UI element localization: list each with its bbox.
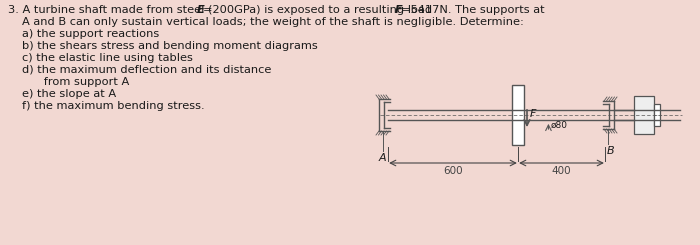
- Bar: [654, 104, 660, 126]
- Text: 600: 600: [443, 166, 463, 176]
- Text: 3. A turbine shaft made from steel (: 3. A turbine shaft made from steel (: [8, 5, 213, 15]
- Text: E: E: [197, 5, 204, 15]
- Text: A: A: [378, 153, 386, 163]
- Bar: [634, 96, 654, 134]
- Text: f) the maximum bending stress.: f) the maximum bending stress.: [22, 101, 204, 111]
- Text: F: F: [530, 109, 536, 119]
- Text: F: F: [395, 5, 402, 15]
- Text: b) the shears stress and bending moment diagrams: b) the shears stress and bending moment …: [22, 41, 318, 51]
- Text: c) the elastic line using tables: c) the elastic line using tables: [22, 53, 193, 63]
- Text: from support A: from support A: [22, 77, 130, 87]
- Text: ø80: ø80: [550, 121, 568, 130]
- Text: d) the maximum deflection and its distance: d) the maximum deflection and its distan…: [22, 65, 272, 75]
- Text: e) the slope at A: e) the slope at A: [22, 89, 116, 99]
- Bar: [512, 85, 524, 145]
- Text: B: B: [607, 146, 615, 156]
- Text: A and B can only sustain vertical loads; the weight of the shaft is negligible. : A and B can only sustain vertical loads;…: [22, 17, 524, 27]
- Text: =200GPa) is exposed to a resulting load: =200GPa) is exposed to a resulting load: [203, 5, 435, 15]
- Text: =5417N. The supports at: =5417N. The supports at: [401, 5, 545, 15]
- Text: a) the support reactions: a) the support reactions: [22, 29, 160, 39]
- Text: 400: 400: [552, 166, 571, 176]
